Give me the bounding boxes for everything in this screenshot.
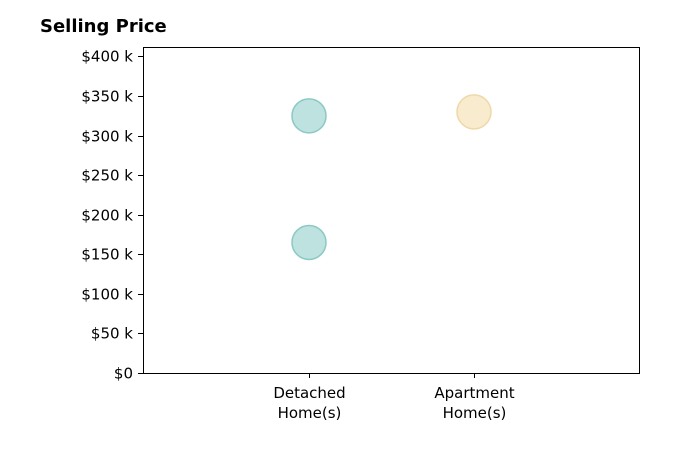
chart-title: Selling Price [40, 16, 167, 37]
data-point [456, 94, 492, 130]
x-tick-label: Apartment Home(s) [434, 384, 514, 422]
y-tick-label: $100 k [81, 286, 133, 304]
plot-frame [143, 47, 640, 374]
y-tick-label: $0 [114, 365, 133, 383]
y-tick-label: $250 k [81, 167, 133, 185]
y-tick-label: $50 k [91, 325, 133, 343]
x-tick-label: Detached Home(s) [273, 384, 345, 422]
y-tick-label: $150 k [81, 246, 133, 264]
y-tick-label: $300 k [81, 128, 133, 146]
y-tick-label: $350 k [81, 88, 133, 106]
y-tick-label: $200 k [81, 207, 133, 225]
data-point [291, 224, 327, 261]
y-tick-label: $400 k [81, 48, 133, 66]
data-point [291, 98, 327, 134]
